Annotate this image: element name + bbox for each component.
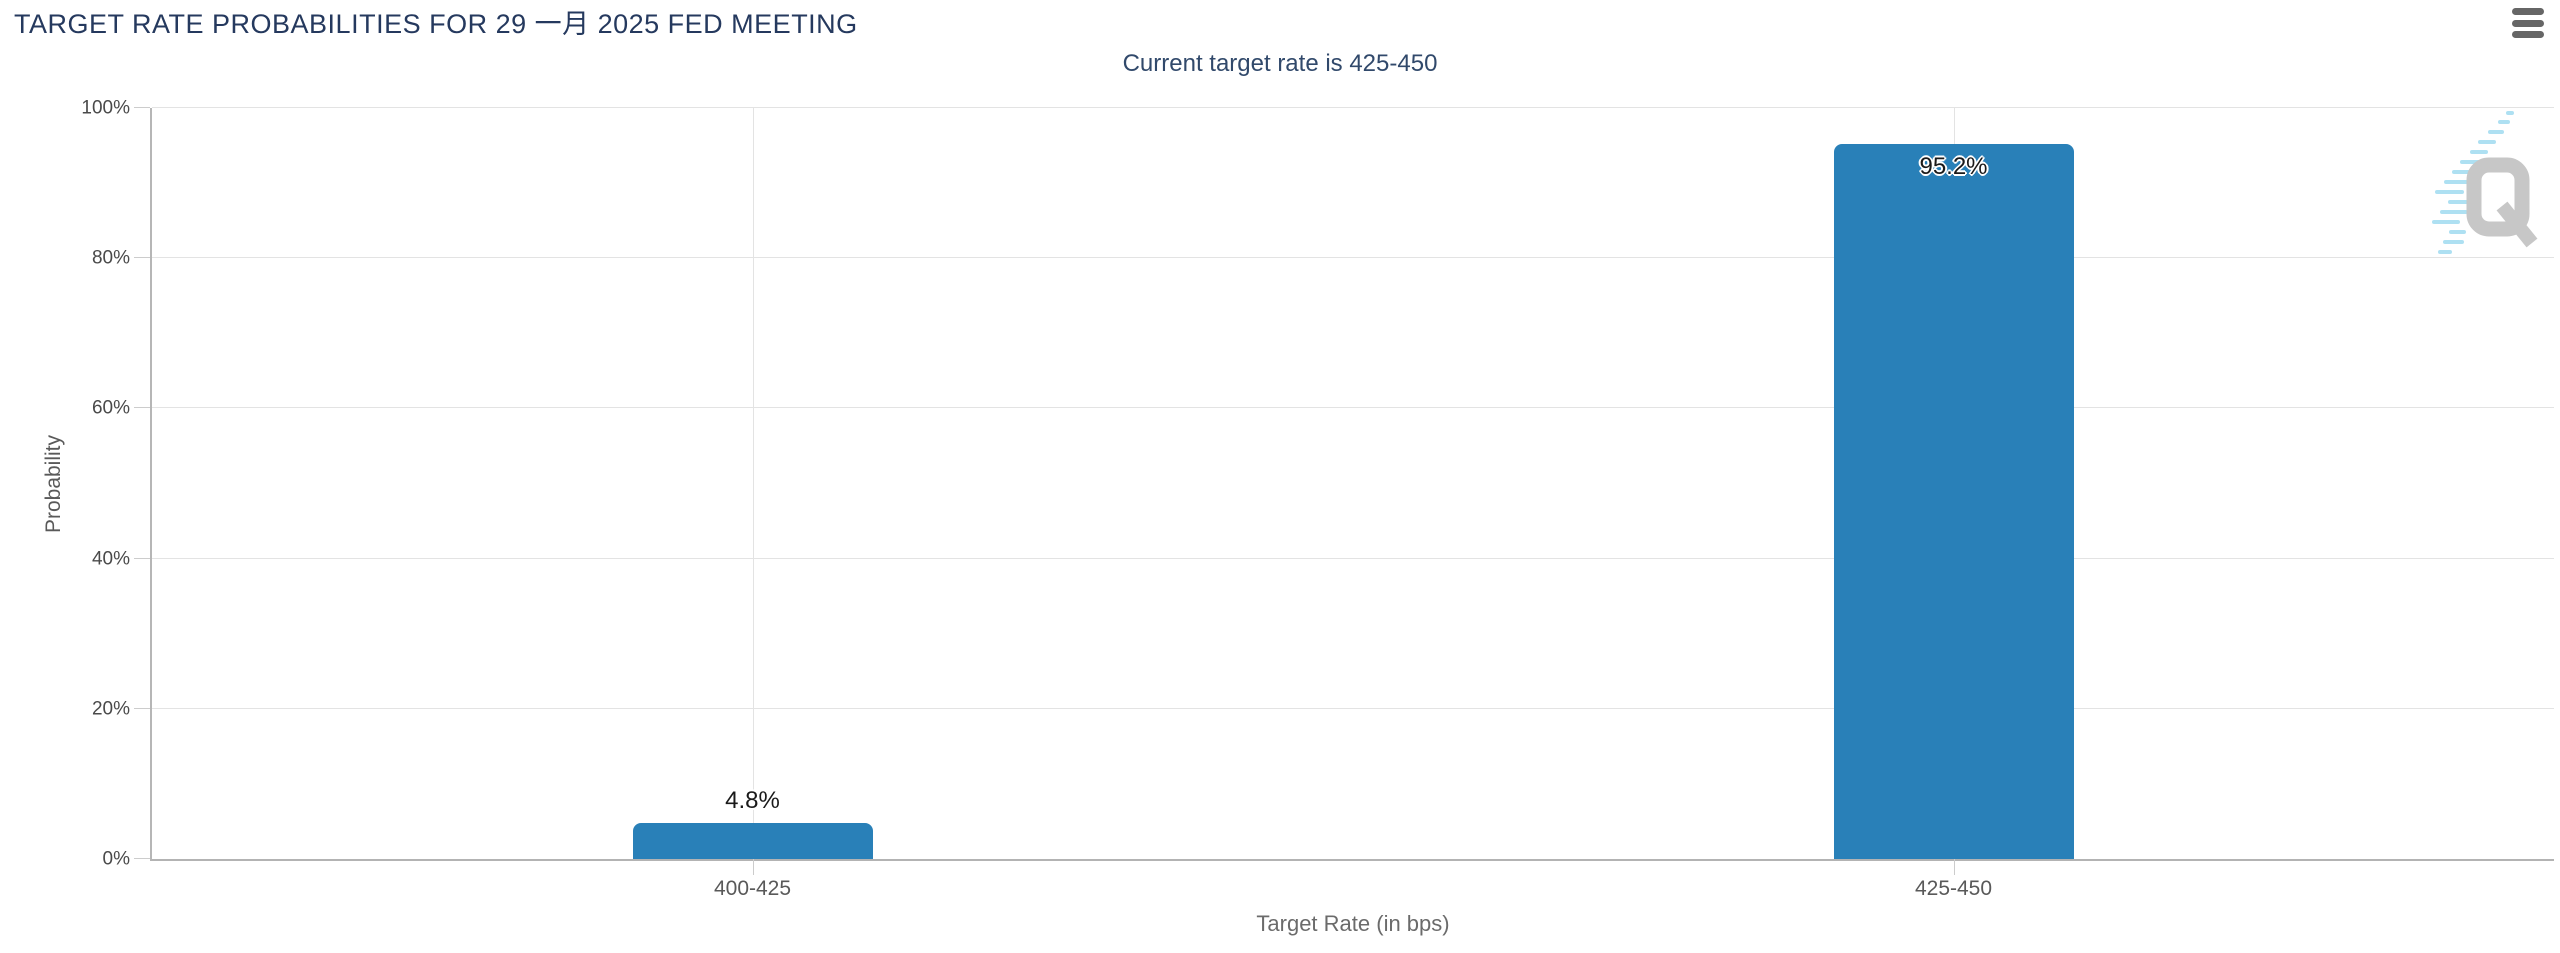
chart-subtitle: Current target rate is 425-450 <box>1122 50 1438 77</box>
y-tick-label: 80% <box>91 247 130 269</box>
chart-menu-icon[interactable] <box>2512 8 2544 38</box>
y-tick-mark <box>134 107 150 108</box>
x-tick-mark <box>752 859 754 875</box>
y-axis-title: Probability <box>42 434 65 534</box>
y-gridline <box>152 707 2554 709</box>
y-tick-mark <box>134 557 150 559</box>
y-tick-mark <box>134 257 150 259</box>
probability-bar[interactable] <box>1833 144 2074 859</box>
x-category-label: 425-450 <box>1914 877 1993 900</box>
page-title: TARGET RATE PROBABILITIES FOR 29 一月 2025… <box>14 9 858 39</box>
y-tick-mark <box>134 707 150 709</box>
y-tick-mark <box>134 407 150 409</box>
y-gridline <box>152 557 2554 559</box>
y-tick-label: 40% <box>91 548 130 570</box>
y-tick-label: 60% <box>91 397 130 419</box>
menu-bar <box>2512 8 2544 15</box>
x-axis-title: Target Rate (in bps) <box>1256 911 1450 936</box>
probability-bar[interactable] <box>632 822 873 859</box>
menu-bar <box>2512 19 2544 27</box>
y-tick-label: 20% <box>91 698 130 720</box>
bar-value-label: 95.2% <box>1919 153 1988 181</box>
y-tick-mark <box>134 858 150 859</box>
y-tick-label: 100% <box>81 97 130 119</box>
y-gridline <box>152 107 2554 108</box>
menu-bar <box>2512 31 2544 38</box>
x-gridline <box>752 108 754 859</box>
y-tick-label: 0% <box>102 848 130 870</box>
bar-value-label: 4.8% <box>725 786 780 814</box>
y-gridline <box>152 257 2554 259</box>
plot-area: Probability Target Rate (in bps) 0% 20% 40… <box>42 99 2554 936</box>
y-gridline <box>152 407 2554 409</box>
x-tick-mark <box>1953 859 1955 875</box>
x-category-label: 400-425 <box>713 877 792 900</box>
